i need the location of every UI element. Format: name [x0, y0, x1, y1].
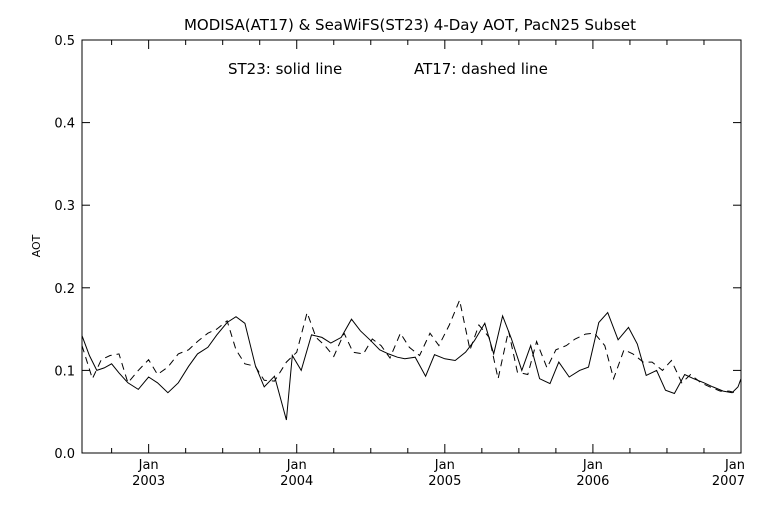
y-tick-label: 0.5	[54, 34, 75, 49]
x-tick-year-label: 2007	[712, 474, 745, 489]
series-line-st23	[81, 311, 742, 421]
x-tick-month-label: Jan	[286, 458, 307, 473]
x-tick-month-label: Jan	[724, 458, 745, 473]
x-tick-year-label: 2003	[132, 474, 165, 489]
annotation-solid-line: ST23: solid line	[228, 60, 342, 78]
x-tick-month-label: Jan	[138, 458, 159, 473]
y-tick-label: 0.1	[54, 364, 75, 379]
y-tick-label: 0.0	[54, 447, 75, 462]
x-tick-year-label: 2006	[576, 474, 609, 489]
series-line-at17	[81, 298, 739, 394]
y-axis-ticks: 0.0 0.1 0.2 0.3 0.4 0.5	[54, 34, 741, 462]
x-tick-month-label: Jan	[582, 458, 603, 473]
chart-title: MODISA(AT17) & SeaWiFS(ST23) 4-Day AOT, …	[184, 16, 636, 34]
y-tick-label: 0.4	[54, 117, 75, 132]
series-layer	[81, 298, 742, 421]
y-axis-label: AOT	[30, 234, 43, 257]
annotation-dashed-line: AT17: dashed line	[414, 60, 548, 78]
x-tick-month-label: Jan	[434, 458, 455, 473]
plot-frame	[81, 39, 742, 454]
y-tick-label: 0.2	[54, 282, 75, 297]
x-tick-year-label: 2005	[428, 474, 461, 489]
y-tick-label: 0.3	[54, 199, 75, 214]
x-tick-year-label: 2004	[280, 474, 313, 489]
